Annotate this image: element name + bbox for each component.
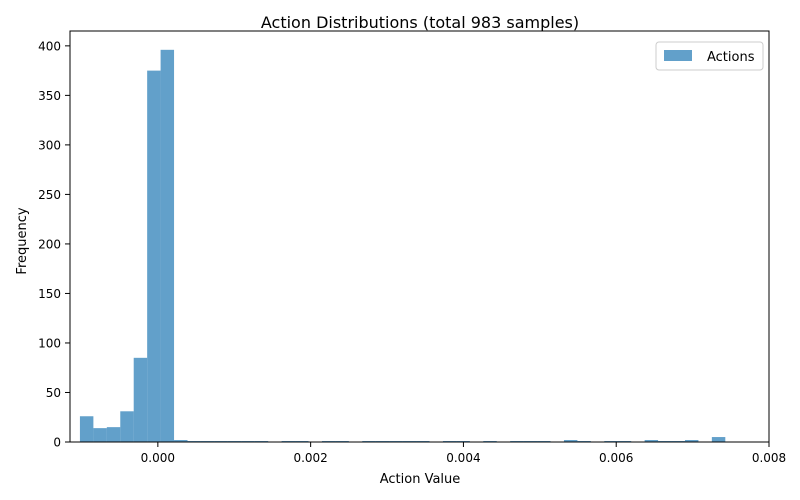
y-tick-label: 50 xyxy=(46,386,61,400)
plot-frame xyxy=(69,30,770,443)
x-tick-label: 0.000 xyxy=(141,451,175,465)
chart-title: Action Distributions (total 983 samples) xyxy=(261,13,579,32)
y-tick-label: 0 xyxy=(53,436,61,450)
x-axis-label: Action Value xyxy=(380,472,461,487)
y-tick-label: 350 xyxy=(38,89,61,103)
y-axis-label: Frequency xyxy=(15,207,30,274)
y-tick-label: 400 xyxy=(38,39,61,53)
histogram-bar xyxy=(711,437,726,442)
histogram-bar xyxy=(147,70,161,443)
x-tick-label: 0.006 xyxy=(599,451,633,465)
y-axis-ticks: 0 50 100 150 200 250 300 350 400 xyxy=(38,39,70,450)
histogram-bar xyxy=(120,411,134,442)
histogram-bar xyxy=(79,416,94,442)
legend-box xyxy=(655,41,764,71)
histogram-bar xyxy=(563,440,578,442)
legend: Actions xyxy=(655,41,764,71)
histogram-bar xyxy=(106,427,121,442)
y-tick-label: 250 xyxy=(38,188,61,202)
x-axis-ticks: 0.000 0.002 0.004 0.006 0.008 xyxy=(141,442,786,465)
legend-swatch xyxy=(664,50,692,61)
histogram-bar xyxy=(160,49,175,442)
x-tick-label: 0.004 xyxy=(446,451,480,465)
x-tick-label: 0.002 xyxy=(293,451,327,465)
histogram-bar xyxy=(93,428,107,442)
histogram-bar xyxy=(174,440,188,442)
x-tick-label: 0.008 xyxy=(752,451,786,465)
histogram-bar xyxy=(133,357,148,442)
y-tick-label: 150 xyxy=(38,287,61,301)
histogram-bar xyxy=(684,440,699,442)
y-tick-label: 300 xyxy=(38,138,61,152)
legend-label: Actions xyxy=(707,50,755,65)
y-tick-label: 200 xyxy=(38,237,61,251)
y-tick-label: 100 xyxy=(38,336,61,350)
histogram-bar xyxy=(644,440,659,442)
